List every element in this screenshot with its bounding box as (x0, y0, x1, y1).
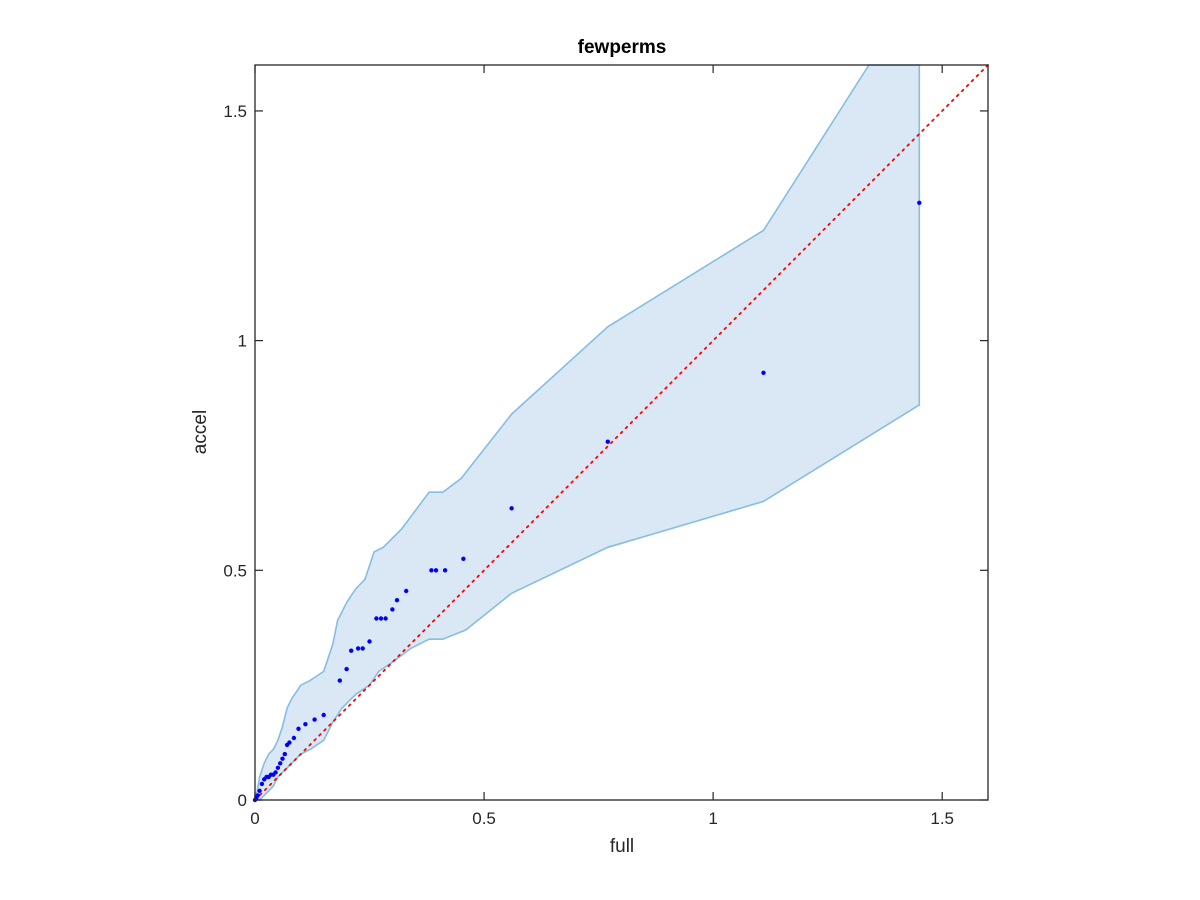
data-point (378, 616, 384, 621)
data-point (383, 616, 388, 621)
data-point (390, 607, 395, 612)
data-point (282, 751, 287, 757)
data-point (344, 666, 349, 672)
data-point (287, 740, 292, 745)
data-point (278, 761, 283, 766)
x-axis-ticks: 0 0.5 1 1.5 (250, 65, 954, 828)
data-point (303, 722, 308, 727)
y-axis-ticks: 0 0.5 1 1.5 (223, 102, 988, 810)
chart-title: fewperms (578, 37, 667, 58)
data-point (367, 639, 372, 644)
data-point (917, 200, 922, 205)
x-axis-label: full (610, 836, 634, 857)
data-point (429, 568, 434, 573)
data-point (255, 793, 260, 798)
data-point (275, 765, 281, 770)
data-point (280, 756, 285, 761)
data-point (433, 568, 439, 573)
reference-line (254, 64, 989, 801)
data-point (394, 598, 400, 603)
axes-box (254, 64, 989, 801)
data-point (761, 370, 766, 375)
y-tick-label: 1 (238, 332, 247, 351)
x-tick-label: 1 (708, 809, 717, 828)
data-point (273, 770, 278, 775)
data-point (349, 648, 354, 653)
data-point (312, 717, 317, 722)
x-tick-label: 0.5 (472, 809, 496, 828)
data-point (291, 735, 297, 741)
x-tick-label: 0 (250, 809, 259, 828)
data-point (509, 506, 514, 511)
data-point (442, 568, 448, 573)
data-point (360, 646, 365, 651)
data-point (259, 781, 265, 787)
data-point (374, 616, 379, 621)
y-tick-label: 0.5 (223, 561, 247, 580)
y-tick-label: 0 (238, 791, 247, 810)
confidence-band (253, 64, 921, 801)
data-point (461, 556, 466, 561)
data-point (404, 588, 409, 594)
y-axis-label: accel (190, 410, 211, 454)
data-point (296, 726, 301, 731)
data-point (257, 788, 262, 793)
plot-area (252, 64, 989, 803)
data-point (355, 646, 361, 651)
y-tick-label: 1.5 (223, 102, 247, 121)
data-points (252, 200, 922, 803)
data-point (321, 712, 326, 718)
x-tick-label: 1.5 (930, 809, 954, 828)
data-point (605, 439, 610, 444)
data-point (337, 678, 342, 683)
